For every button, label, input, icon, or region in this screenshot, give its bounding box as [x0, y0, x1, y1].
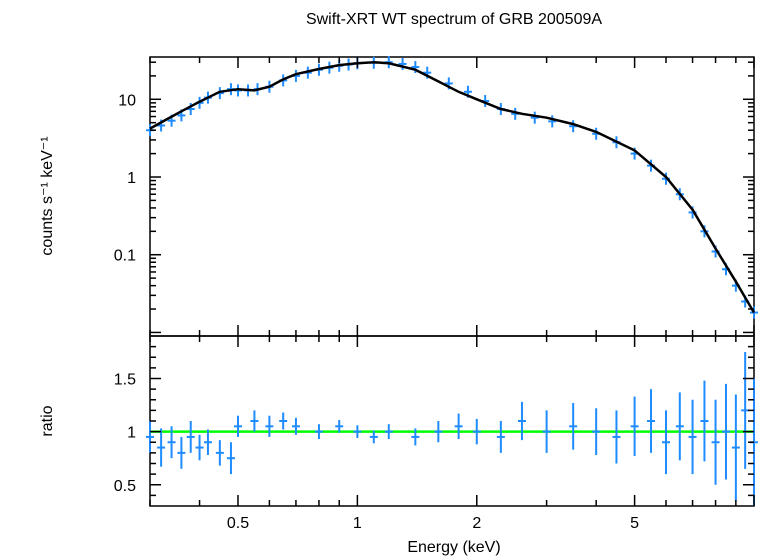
x-tick-label: 2 [472, 515, 481, 532]
spectrum-y-tick-label: 0.1 [114, 248, 136, 265]
ratio-data-point [472, 418, 481, 445]
ratio-data-point [612, 410, 621, 464]
ratio-y-tick-label: 0.5 [114, 478, 136, 495]
ratio-data-point [314, 424, 323, 440]
ratio-data-point [454, 413, 463, 440]
ratio-data-point [146, 421, 154, 453]
spectrum-data-point [398, 57, 407, 70]
ratio-data-point [177, 436, 186, 469]
ratio-data-point [195, 434, 204, 461]
ratio-y-tick-label: 1 [127, 425, 136, 442]
ratio-data-point [279, 412, 288, 430]
ratio-data-point [291, 417, 300, 435]
ratio-data-point [569, 402, 578, 450]
ratio-data-point [250, 410, 259, 432]
ratio-data-point [215, 440, 224, 466]
spectrum-y-axis-label: counts s⁻¹ keV⁻¹ [39, 136, 56, 255]
ratio-data-point [688, 399, 697, 475]
ratio-data-point [731, 394, 740, 501]
x-axis-label: Energy (keV) [407, 539, 500, 556]
spectrum-plot-frame [149, 56, 755, 337]
spectrum-data-point [548, 115, 557, 128]
spectrum-y-tick-label: 1 [127, 170, 136, 187]
ratio-data-point [722, 383, 731, 480]
spectrum-model-line [149, 60, 756, 314]
ratio-data-point [517, 401, 526, 441]
ratio-y-tick-label: 1.5 [114, 372, 136, 389]
ratio-data-point [411, 428, 420, 446]
ratio-data-point [662, 410, 671, 475]
ratio-data-point [700, 380, 709, 462]
ratio-data-point [647, 389, 656, 453]
ratio-plot-frame [149, 335, 755, 507]
ratio-data-point [226, 442, 235, 475]
spectrum-data-point [530, 111, 539, 124]
ratio-data-point [384, 424, 393, 440]
ratio-data-point [496, 421, 505, 453]
ratio-data-point [711, 399, 720, 485]
ratio-data-point [186, 421, 195, 453]
ratio-data-point [265, 415, 274, 437]
spectrum-panel: 0.1 1 10 [114, 56, 758, 337]
ratio-data-point [675, 392, 684, 461]
spectrum-y-tick-label: 10 [118, 92, 136, 109]
ratio-data-point [157, 428, 166, 467]
x-tick-label: 1 [353, 515, 362, 532]
ratio-data-point [542, 410, 551, 453]
x-tick-label: 0.5 [227, 515, 249, 532]
ratio-y-axis-label: ratio [39, 405, 56, 436]
ratio-data-point [434, 421, 443, 443]
ratio-data-point [233, 415, 242, 437]
ratio-data-point [369, 430, 378, 444]
ratio-data-point [167, 426, 176, 459]
ratio-data-point [741, 351, 750, 469]
ratio-data-point [353, 425, 362, 438]
ratio-data-point [630, 396, 639, 457]
ratio-panel: 0.5 1 2 5 0.5 1 1.5 [114, 335, 758, 532]
x-tick-label: 5 [630, 515, 639, 532]
ratio-data-point [335, 419, 344, 433]
chart-title: Swift-XRT WT spectrum of GRB 200509A [306, 11, 602, 28]
ratio-data-point [592, 408, 601, 455]
ratio-data-point [203, 429, 212, 455]
